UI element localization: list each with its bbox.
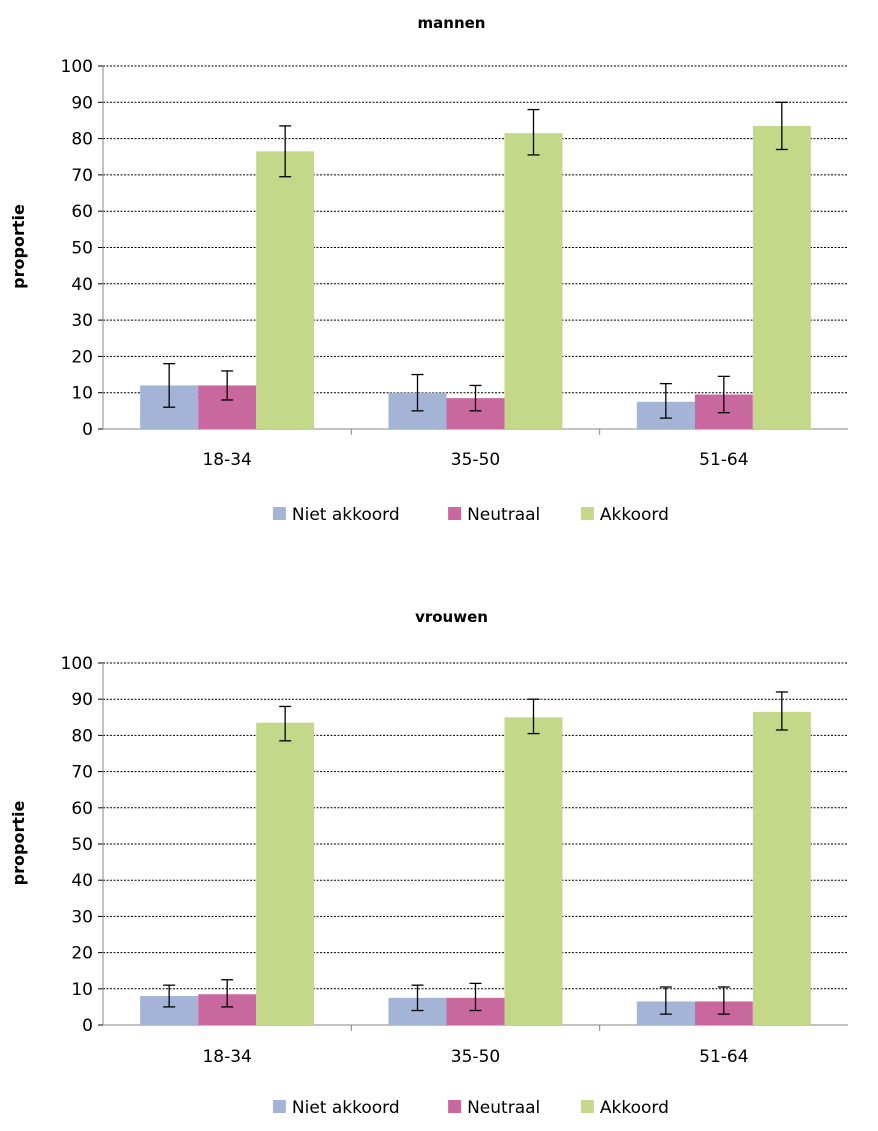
y-axis-label: proportie (9, 204, 28, 289)
chart-panel-1: mannen proportie 0 10 20 30 40 50 60 70 80 90 100 18-… (9, 14, 848, 525)
y-tick-label: 100 (61, 654, 93, 674)
y-tick-label: 70 (71, 763, 93, 783)
legend-label: Niet akkoord (292, 505, 400, 525)
y-tick-label: 100 (61, 57, 93, 77)
legend-label: Neutraal (467, 1098, 540, 1118)
y-tick-label: 0 (82, 420, 93, 440)
y-tick-label: 80 (71, 726, 93, 746)
legend: Niet akkoord Neutraal Akkoord (272, 505, 669, 525)
y-axis-label: proportie (9, 801, 28, 886)
x-tick-label: 35-50 (451, 450, 500, 470)
y-tick-label: 60 (71, 202, 93, 222)
y-tick-label: 70 (71, 166, 93, 186)
bar-akkoord (504, 133, 563, 429)
legend-label: Akkoord (600, 505, 669, 525)
y-tick-label: 40 (71, 275, 93, 295)
legend-label: Niet akkoord (292, 1098, 400, 1118)
y-tick-label: 0 (82, 1016, 93, 1036)
y-tick-label: 60 (71, 799, 93, 819)
bar-akkoord (752, 711, 811, 1025)
chart-title: mannen (418, 14, 486, 32)
bar-akkoord (752, 125, 811, 430)
y-tick-label: 10 (71, 980, 93, 1000)
x-tick-label: 18-34 (202, 1047, 251, 1067)
legend-label: Akkoord (600, 1098, 669, 1118)
y-tick-label: 20 (71, 944, 93, 964)
x-tick-label: 51-64 (699, 1047, 748, 1067)
bar-akkoord (256, 722, 315, 1025)
y-tick-label: 90 (71, 93, 93, 113)
legend: Niet akkoord Neutraal Akkoord (272, 1098, 669, 1118)
legend-swatch-akkoord (580, 1100, 594, 1113)
legend-label: Neutraal (467, 505, 540, 525)
y-tick-label: 40 (71, 871, 93, 891)
bar-akkoord (504, 717, 563, 1025)
y-tick-label: 50 (71, 835, 93, 855)
x-tick-label: 35-50 (451, 1047, 500, 1067)
legend-swatch-niet-akkoord (272, 507, 286, 520)
y-tick-label: 20 (71, 347, 93, 367)
y-tick-label: 30 (71, 311, 93, 331)
legend-swatch-niet-akkoord (272, 1100, 286, 1113)
bar-akkoord (256, 151, 315, 429)
legend-swatch-akkoord (580, 507, 594, 520)
chart-title: vrouwen (415, 608, 488, 626)
x-tick-label: 51-64 (699, 450, 748, 470)
chart-panel-2: vrouwen proportie 0 10 20 30 40 50 60 70 80 90 100 18… (9, 608, 848, 1118)
y-tick-label: 90 (71, 690, 93, 710)
y-tick-label: 10 (71, 384, 93, 404)
legend-swatch-neutraal (448, 507, 462, 520)
x-tick-label: 18-34 (202, 450, 251, 470)
y-tick-label: 50 (71, 239, 93, 259)
y-tick-label: 30 (71, 907, 93, 927)
legend-swatch-neutraal (448, 1100, 462, 1113)
y-tick-label: 80 (71, 130, 93, 150)
